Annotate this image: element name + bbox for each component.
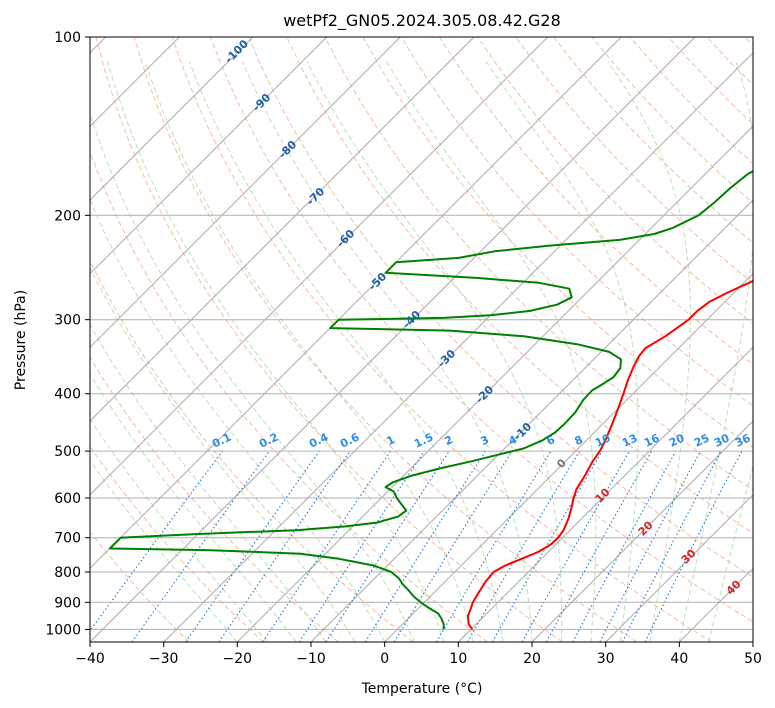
x-tick-label: 0 [380, 651, 389, 667]
dry-adiabat [90, 445, 264, 642]
dry-adiabat [438, 37, 753, 366]
isotherm-line [384, 272, 753, 642]
y-tick-label: 900 [54, 595, 81, 611]
x-tick-label: 40 [670, 651, 688, 667]
y-tick-label: 200 [54, 208, 81, 224]
moist-adiabat [189, 61, 503, 642]
mixing-ratio-label: 16 [642, 431, 662, 449]
moist-adiabat [107, 61, 445, 642]
x-tick-label: −40 [75, 651, 105, 667]
x-tick-label: −30 [149, 651, 179, 667]
mixing-ratio-label: 10 [593, 431, 613, 449]
plot-frame [89, 36, 754, 643]
y-tick-label: 300 [54, 313, 81, 329]
profile-lines [108, 170, 753, 630]
dry-adiabat [400, 37, 753, 407]
x-tick-label: −20 [223, 651, 253, 667]
mixing-ratio-line [90, 450, 223, 632]
y-tick-label: 700 [54, 531, 81, 547]
moist-adiabat [90, 266, 356, 642]
background-lines [90, 37, 753, 642]
mixing-ratio-line [185, 450, 320, 642]
isotherm-line [90, 37, 475, 422]
mixing-ratio-label: 25 [692, 431, 711, 449]
isotherm-line [90, 37, 401, 349]
y-tick-label: 100 [54, 30, 81, 46]
dewpoint-line [108, 170, 753, 630]
moist-adiabat [386, 61, 597, 642]
mixing-ratio-line [262, 450, 392, 642]
dry-adiabat [171, 37, 712, 642]
isotherm-line [605, 493, 753, 642]
dry-adiabat [90, 150, 488, 642]
moist-adiabat [90, 373, 297, 642]
isotherm-line [90, 37, 696, 642]
mixing-ratio-line [325, 450, 450, 642]
x-tick-label: 50 [744, 651, 762, 667]
isotherm-line [531, 420, 753, 642]
moist-adiabat [678, 61, 753, 642]
dry-adiabat [90, 531, 190, 642]
moist-adiabat [90, 111, 415, 642]
isotherm-line [163, 51, 753, 642]
dry-adiabat [95, 37, 563, 642]
isotherm-line [90, 37, 254, 201]
x-tick-label: 30 [597, 651, 615, 667]
chart-title: wetPf2_GN05.2024.305.08.42.G28 [283, 11, 561, 31]
x-tick-label: 10 [449, 651, 467, 667]
x-axis-label: Temperature (°C) [361, 681, 483, 697]
moist-adiabat [708, 464, 753, 642]
x-tick-label: 20 [523, 651, 541, 667]
mixing-ratio-line [393, 450, 513, 642]
mixing-ratio-line [572, 450, 677, 642]
temperature-line [466, 279, 753, 630]
y-axis: 100 200 300 400 500 600 700 800 900 1000 [45, 30, 90, 638]
mixing-ratio-line [218, 450, 351, 642]
dry-adiabat [324, 37, 753, 491]
y-axis-label: Pressure (hPa) [13, 290, 29, 390]
y-tick-label: 600 [54, 491, 81, 507]
moist-adiabat [144, 61, 474, 642]
y-tick-label: 500 [54, 444, 81, 460]
isotherm-line [457, 346, 753, 642]
pressure-gridlines [90, 37, 753, 630]
mixing-ratio-line [131, 450, 270, 642]
y-tick-label: 1000 [45, 622, 81, 638]
y-tick-label: 800 [54, 565, 81, 581]
x-tick-label: −10 [296, 651, 326, 667]
isotherm-line [90, 37, 328, 275]
moist-adiabat [485, 61, 639, 642]
moist-adiabat [607, 61, 691, 642]
moist-adiabat [242, 61, 533, 642]
dry-adiabat [210, 37, 753, 623]
moist-adiabat [306, 61, 563, 642]
mixing-ratio-line [545, 450, 653, 642]
mixing-ratio-label: 13 [620, 431, 639, 449]
mixing-ratio-label: 20 [667, 431, 687, 449]
dry-adiabat [133, 37, 638, 642]
mixing-ratio-line [644, 450, 743, 642]
dry-adiabat [248, 37, 753, 578]
isotherm-line [310, 199, 753, 642]
mixing-ratio-label: 30 [712, 431, 732, 449]
mixing-ratio-label: 36 [733, 431, 753, 449]
x-axis: −40 −30 −20 −10 0 10 20 30 40 50 [75, 642, 762, 667]
isotherm-line [90, 37, 549, 496]
moist-adiabat [90, 198, 386, 642]
dry-adiabat [90, 356, 339, 642]
y-tick-label: 400 [54, 387, 81, 403]
moist-adiabat [90, 323, 327, 642]
mixing-ratio-line [521, 450, 630, 642]
